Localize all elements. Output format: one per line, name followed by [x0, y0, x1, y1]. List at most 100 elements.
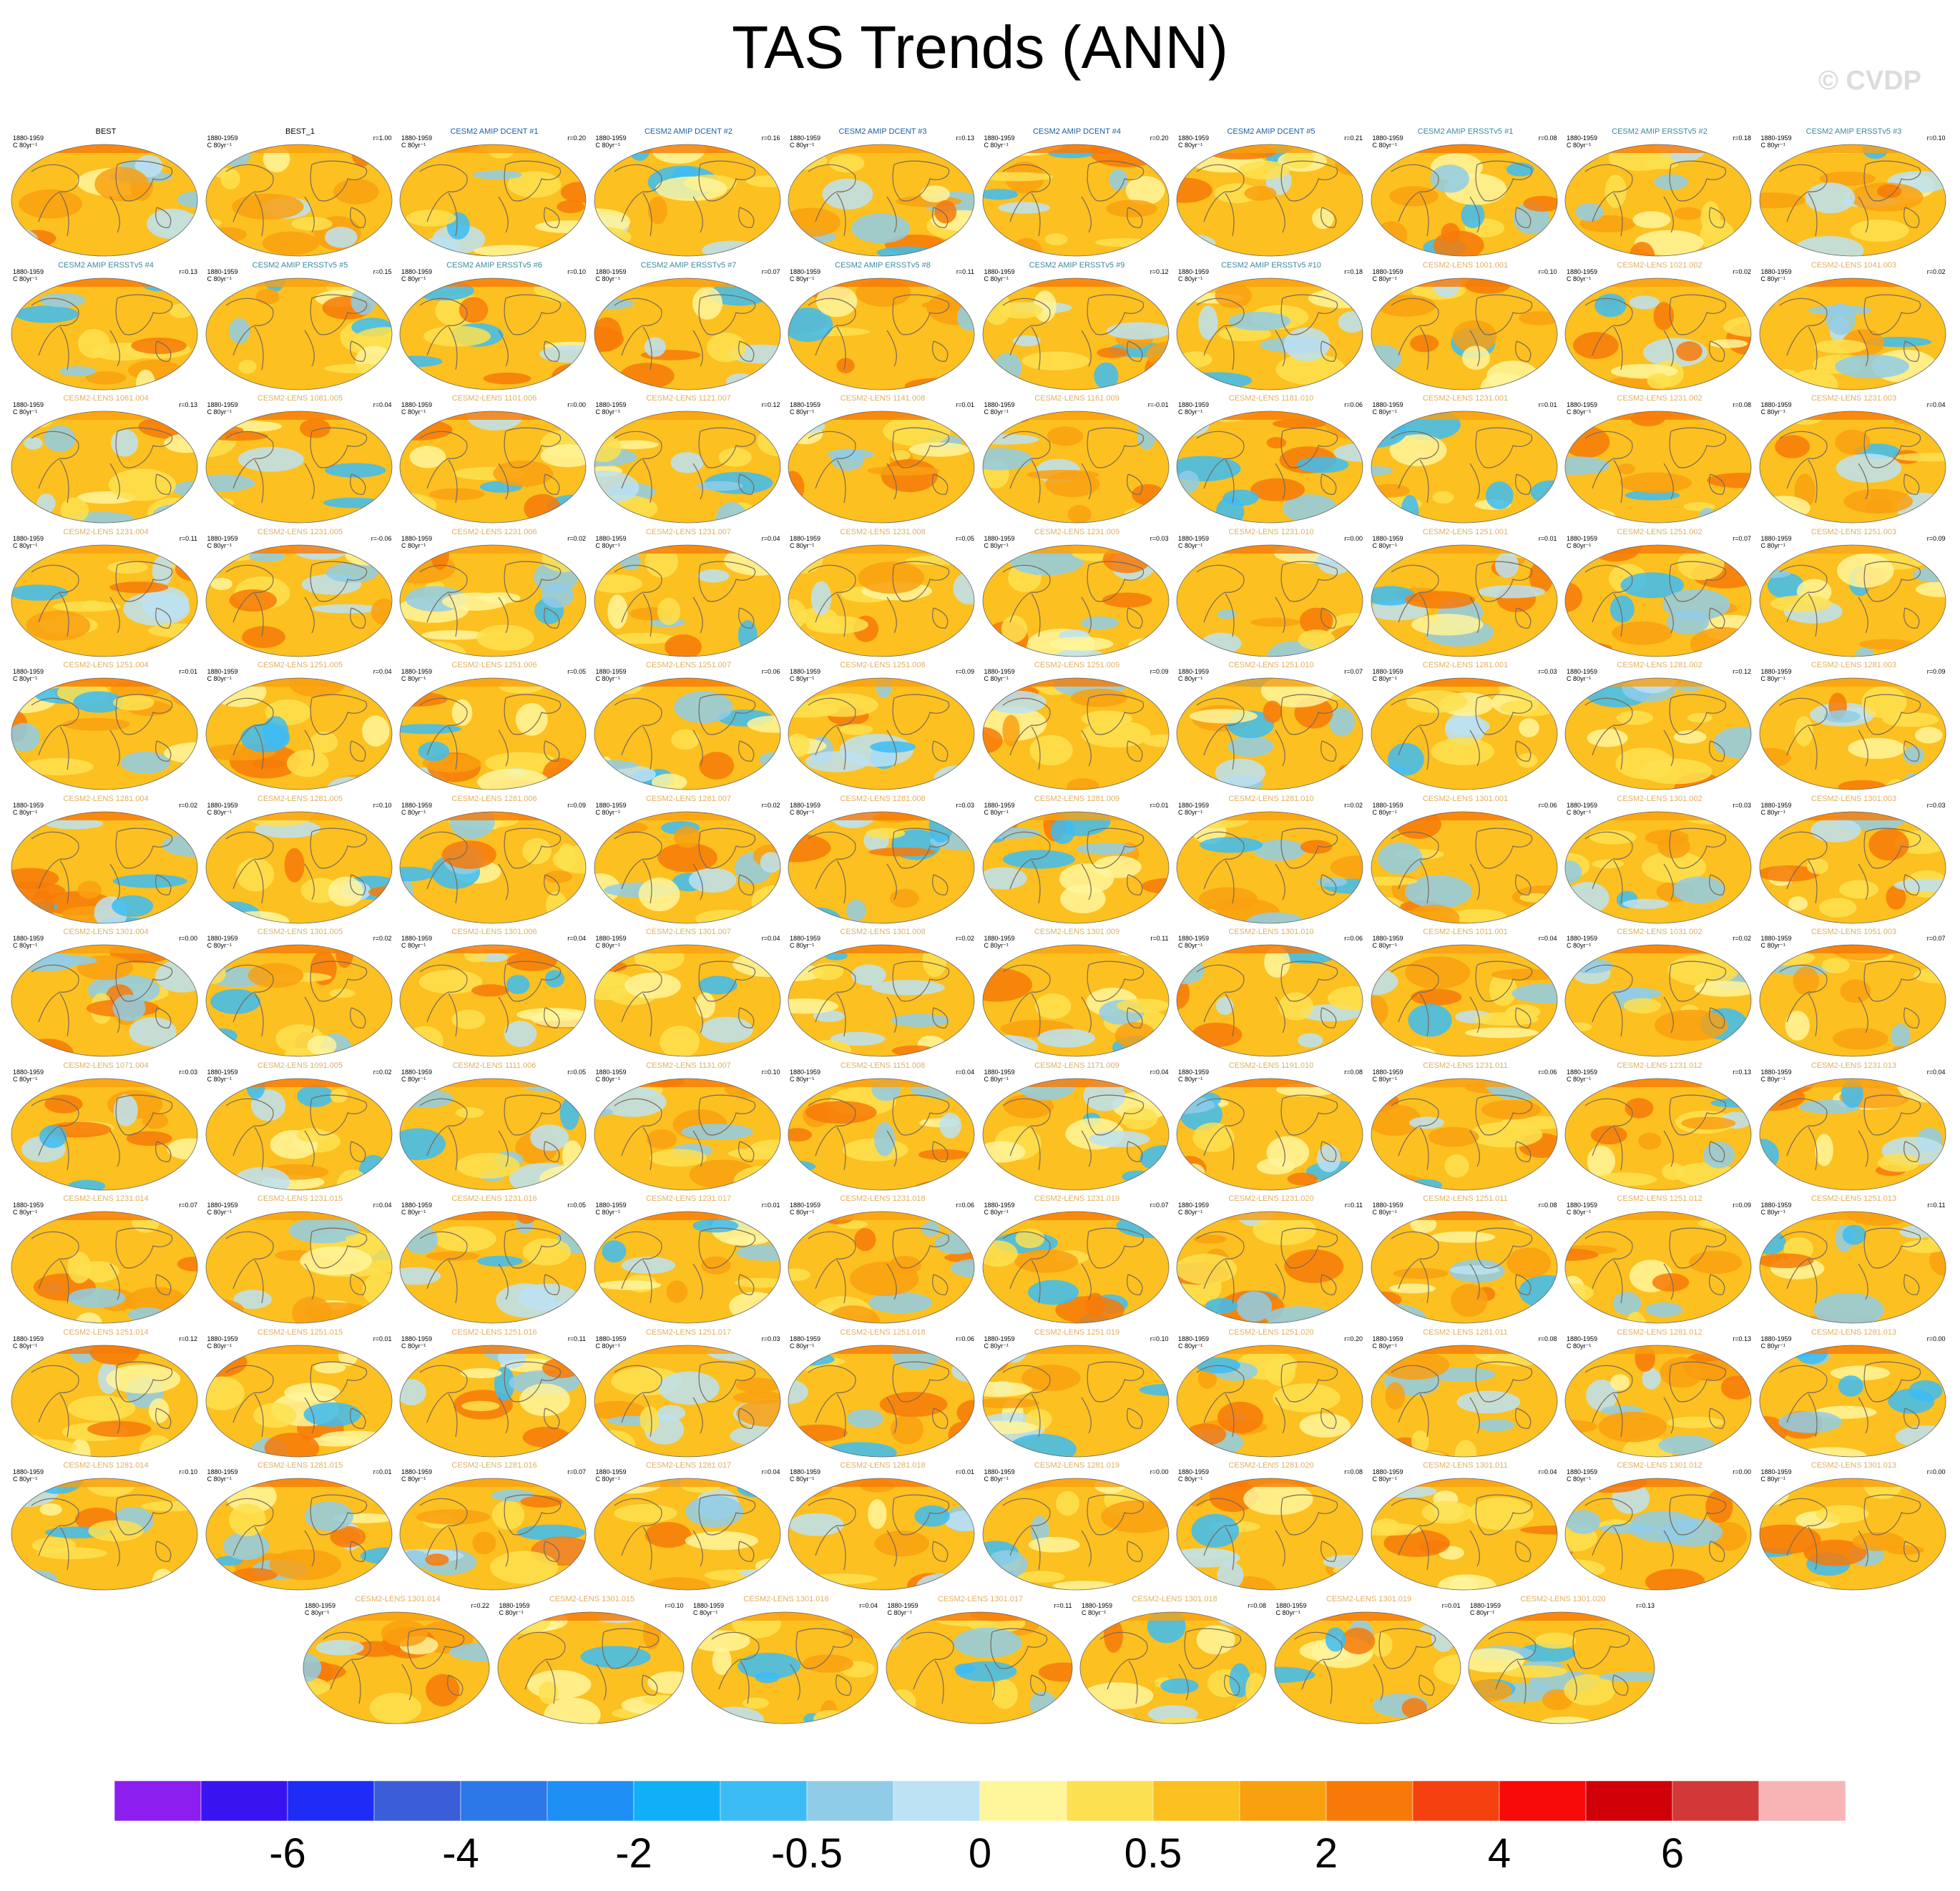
panel-title: CESM2-LENS 1121.007 [646, 394, 731, 403]
panel-units: C 80yr⁻¹ [207, 1209, 232, 1216]
panel-title: CESM2-LENS 1231.018 [840, 1194, 926, 1203]
panel-units: C 80yr⁻¹ [207, 942, 232, 949]
map-panel: CESM2-LENS 1231.008 1880-1959 C 80yr⁻¹ r=0.… [787, 528, 979, 664]
panel-title: CESM2 AMIP DCENT #1 [450, 127, 539, 136]
panel-units: C 80yr⁻¹ [13, 1342, 38, 1350]
panel-title: CESM2-LENS 1071.004 [63, 1061, 149, 1070]
world-map [982, 411, 1169, 524]
map-panel: CESM2 AMIP ERSSTv5 #9 1880-1959 C 80yr⁻¹ r=… [981, 261, 1173, 397]
panel-correlation: r=0.03 [956, 801, 974, 809]
panel-title: CESM2-LENS 1231.019 [1034, 1194, 1120, 1203]
panel-title: CESM2-LENS 1281.003 [1810, 661, 1897, 669]
world-map [1176, 1078, 1363, 1190]
world-map [788, 411, 975, 524]
map-panel: CESM2-LENS 1231.015 1880-1959 C 80yr⁻¹ r=0.… [205, 1194, 396, 1330]
panel-title: CESM2-LENS 1231.016 [451, 1194, 537, 1203]
panel-period: 1880-1959 [1760, 801, 1792, 809]
world-map [399, 411, 587, 524]
panel-units: C 80yr⁻¹ [595, 942, 620, 949]
panel-title: CESM2-LENS 1281.013 [1810, 1327, 1897, 1337]
map-panel: CESM2-LENS 1281.012 1880-1959 C 80yr⁻¹ r=0.… [1564, 1328, 1755, 1464]
panel-units: C 80yr⁻¹ [401, 1342, 426, 1350]
panel-units: C 80yr⁻¹ [1372, 942, 1397, 949]
colorbar-swatch [1239, 1781, 1327, 1822]
world-map [1759, 1478, 1946, 1591]
panel-units: C 80yr⁻¹ [401, 142, 426, 149]
panel-correlation: r=0.13 [1733, 1068, 1751, 1076]
panel-units: C 80yr⁻¹ [984, 408, 1009, 416]
world-map [1759, 1345, 1946, 1457]
panel-units: C 80yr⁻¹ [1178, 541, 1203, 549]
map-panel: CESM2-LENS 1301.012 1880-1959 C 80yr⁻¹ r=0.… [1564, 1461, 1755, 1597]
panel-correlation: r=0.11 [1054, 1601, 1072, 1609]
colorbar-tick-label: -4 [442, 1830, 479, 1877]
map-panel: CESM2-LENS 1231.013 1880-1959 C 80yr⁻¹ r=0.… [1758, 1061, 1950, 1197]
world-map [1176, 411, 1363, 524]
panel-period: 1880-1959 [595, 267, 627, 275]
map-panel: CESM2-LENS 1231.010 1880-1959 C 80yr⁻¹ r=0.… [1175, 528, 1367, 664]
colorbar-swatch [460, 1781, 548, 1822]
map-panel: CESM2-LENS 1251.014 1880-1959 C 80yr⁻¹ r=0.… [10, 1328, 202, 1464]
panel-title: CESM2-LENS 1301.002 [1617, 794, 1702, 803]
panel-period: 1880-1959 [887, 1601, 918, 1609]
panel-title: CESM2-LENS 1251.018 [840, 1327, 926, 1337]
panel-period: 1880-1959 [1372, 801, 1403, 809]
panel-correlation: r=0.03 [1150, 534, 1169, 542]
map-panel: CESM2-LENS 1281.020 1880-1959 C 80yr⁻¹ r=0.… [1175, 1461, 1367, 1597]
world-map [788, 544, 975, 657]
map-panel: CESM2-LENS 1251.018 1880-1959 C 80yr⁻¹ r=0.… [787, 1328, 979, 1464]
world-map [1176, 144, 1363, 257]
panel-correlation: r=0.18 [1344, 267, 1363, 275]
panel-title: CESM2-LENS 1231.012 [1617, 1061, 1702, 1070]
panel-units: C 80yr⁻¹ [1567, 142, 1592, 149]
colorbar-tick-label: 0.5 [1124, 1830, 1182, 1877]
panel-units: C 80yr⁻¹ [207, 808, 232, 816]
map-panel: CESM2-LENS 1191.010 1880-1959 C 80yr⁻¹ r=0.… [1175, 1061, 1367, 1197]
panel-units: C 80yr⁻¹ [1372, 275, 1397, 283]
panel-units: C 80yr⁻¹ [595, 808, 620, 816]
world-map [982, 277, 1169, 390]
colorbar-swatch [200, 1781, 288, 1822]
panel-units: C 80yr⁻¹ [499, 1608, 524, 1616]
panel-title: CESM2-LENS 1301.008 [840, 928, 926, 936]
panel-correlation: r=0.01 [1538, 534, 1557, 542]
world-map [594, 1345, 780, 1457]
panel-title: CESM2-LENS 1231.009 [1034, 527, 1120, 536]
map-panel: CESM2-LENS 1121.007 1880-1959 C 80yr⁻¹ r=0.… [593, 394, 785, 530]
world-map [788, 1211, 975, 1324]
panel-correlation: r=0.16 [761, 134, 780, 142]
panel-correlation: r=0.01 [956, 1468, 974, 1475]
panel-correlation: r=0.13 [179, 401, 197, 408]
map-panel: CESM2-LENS 1301.018 1880-1959 C 80yr⁻¹ r=0.… [1079, 1595, 1270, 1731]
panel-title: CESM2 AMIP ERSSTv5 #7 [640, 260, 737, 270]
panel-title: CESM2-LENS 1251.014 [63, 1327, 149, 1337]
panel-period: 1880-1959 [13, 801, 44, 809]
panel-correlation: r=0.00 [567, 401, 586, 408]
map-panel: CESM2-LENS 1231.017 1880-1959 C 80yr⁻¹ r=0.… [593, 1194, 785, 1330]
panel-period: 1880-1959 [790, 1335, 821, 1342]
panel-period: 1880-1959 [1760, 534, 1792, 542]
panel-title: CESM2-LENS 1001.001 [1422, 260, 1509, 270]
world-map [11, 1345, 198, 1457]
world-map [205, 811, 392, 923]
panel-period: 1880-1959 [1372, 1068, 1403, 1076]
panel-units: C 80yr⁻¹ [595, 1075, 620, 1083]
map-panel: CESM2-LENS 1111.006 1880-1959 C 80yr⁻¹ r=0.… [398, 1061, 590, 1197]
map-panel: CESM2-LENS 1301.004 1880-1959 C 80yr⁻¹ r=0.… [10, 928, 202, 1064]
world-map [788, 1345, 975, 1457]
panel-units: C 80yr⁻¹ [1567, 675, 1592, 682]
world-map [399, 811, 587, 923]
panel-correlation: r=0.04 [1926, 401, 1946, 408]
panel-correlation: r=1.00 [373, 134, 392, 142]
panel-units: C 80yr⁻¹ [1567, 1075, 1592, 1083]
panel-period: 1880-1959 [595, 1335, 627, 1342]
world-map [1371, 677, 1557, 790]
map-panel: CESM2-LENS 1231.020 1880-1959 C 80yr⁻¹ r=0.… [1175, 1194, 1367, 1330]
panel-correlation: r=0.07 [1926, 935, 1946, 942]
map-panel: CESM2-LENS 1281.002 1880-1959 C 80yr⁻¹ r=0.… [1564, 661, 1755, 797]
map-panel: CESM2 AMIP DCENT #1 1880-1959 C 80yr⁻¹ r=0.… [398, 127, 590, 263]
panel-units: C 80yr⁻¹ [1372, 142, 1397, 149]
colorbar-swatch [979, 1781, 1067, 1822]
panel-units: C 80yr⁻¹ [401, 1075, 426, 1083]
map-panel: CESM2-LENS 1281.010 1880-1959 C 80yr⁻¹ r=0.… [1175, 795, 1367, 930]
